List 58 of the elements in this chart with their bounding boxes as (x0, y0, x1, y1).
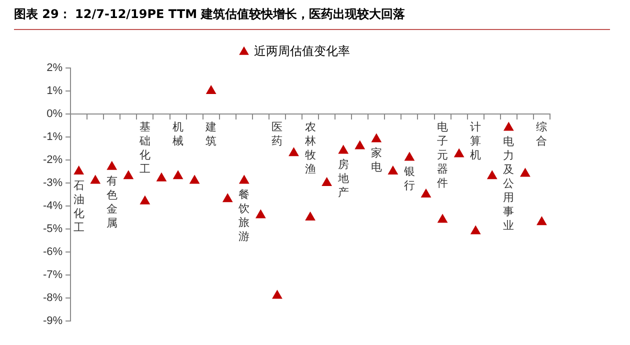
point (503, 122, 514, 131)
y-tick-label: -2% (43, 154, 63, 166)
x-tick-label: 计算机 (470, 120, 482, 162)
y-tick-label: -9% (43, 315, 63, 328)
x-tick-label: 建筑 (204, 120, 217, 148)
point (74, 166, 84, 174)
y-tick-label: -6% (43, 246, 63, 258)
point (189, 174, 200, 184)
point (238, 174, 250, 184)
y-tick-label: -5% (43, 223, 63, 236)
point (404, 152, 415, 161)
point (371, 133, 382, 142)
point (90, 174, 101, 184)
point (420, 188, 432, 198)
y-tick-label: -3% (43, 177, 63, 190)
legend-label: 近两周估值变化率 (254, 44, 350, 58)
point (520, 168, 530, 177)
x-tick-label: 家电 (370, 146, 382, 174)
point (536, 216, 547, 226)
x-tick-label: 电力及公用事业 (503, 135, 514, 232)
point (388, 166, 398, 174)
x-tick-label: 机械 (172, 120, 184, 148)
y-tick-label: -7% (43, 269, 63, 282)
point (454, 148, 464, 158)
y-tick-label: -8% (43, 292, 63, 304)
x-tick-label: 基础化工 (138, 120, 150, 176)
point (354, 140, 366, 150)
point (437, 214, 448, 223)
x-tick-label: 石油化工 (73, 178, 84, 234)
y-tick-label: -4% (43, 200, 63, 212)
y-tick-label: 1% (46, 85, 63, 98)
point (288, 147, 299, 156)
x-tick-label: 房地产 (336, 158, 349, 200)
point (156, 172, 167, 182)
x-tick-label: 有色金属 (106, 174, 118, 230)
x-tick-label: 餐饮旅游 (238, 188, 250, 244)
point (123, 170, 134, 180)
y-tick-label: 0% (46, 108, 63, 120)
point (222, 193, 233, 202)
point (106, 160, 118, 170)
point (322, 177, 332, 186)
x-tick-label: 医药 (272, 120, 283, 148)
point (470, 225, 481, 234)
x-tick-label: 综合 (536, 120, 548, 148)
point (272, 290, 282, 299)
x-tick-label: 电子元器件 (437, 120, 448, 190)
point (255, 209, 266, 218)
point (172, 170, 184, 180)
point (206, 85, 216, 94)
chart-title: 图表 29： 12/7-12/19PE TTM 建筑估值较快增长，医药出现较大回落 (14, 6, 610, 30)
point (305, 212, 316, 220)
y-tick-label: -1% (43, 131, 63, 144)
point (140, 195, 150, 204)
x-tick-label: 农林牧渔 (304, 120, 316, 176)
x-tick-label: 银行 (402, 165, 415, 192)
point (338, 144, 349, 154)
y-tick-label: 2% (46, 62, 63, 74)
point (486, 170, 498, 180)
